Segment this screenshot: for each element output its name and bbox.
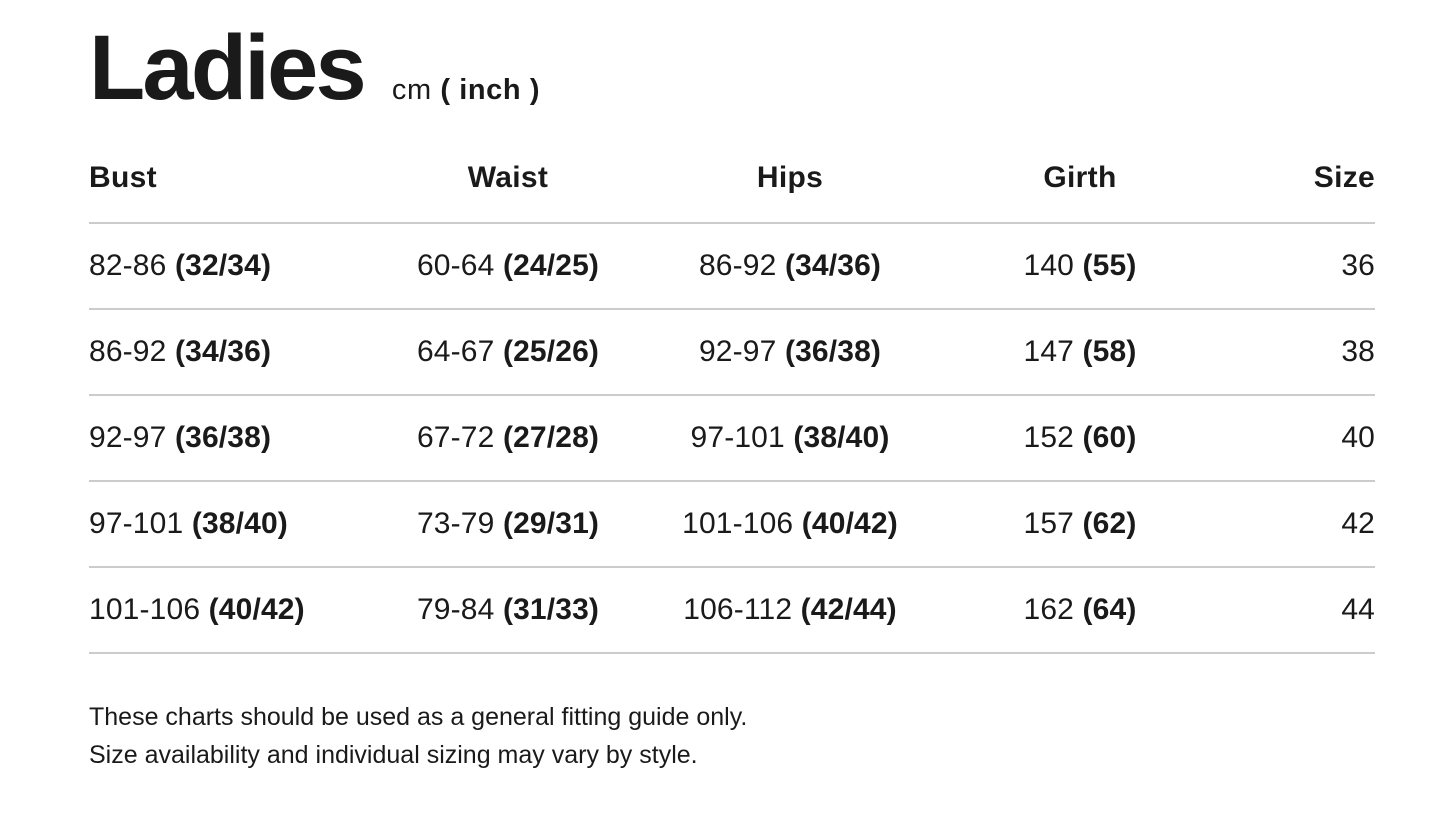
column-header-hips: Hips [647, 160, 933, 224]
page-title: Ladies [89, 17, 367, 119]
note-line-1: These charts should be used as a general… [89, 702, 748, 731]
table-row: 101-106 (40/42) 79-84 (31/33) 106-112 (4… [89, 566, 1375, 654]
hips-inch-value: (40/42) [801, 506, 898, 540]
bust-inch-value: (38/40) [191, 506, 288, 540]
cell-bust: 97-101 (38/40) [89, 480, 369, 568]
size-chart-page: Ladies cm ( inch ) Bust Waist Hips Girth… [89, 20, 1375, 774]
column-header-size: Size [1227, 160, 1375, 224]
hips-inch-value: (38/40) [793, 420, 890, 454]
size-table-body: 82-86 (32/34) 60-64 (24/25) 86-92 (34/36… [89, 222, 1375, 654]
cell-bust: 92-97 (36/38) [89, 394, 369, 482]
table-row: 82-86 (32/34) 60-64 (24/25) 86-92 (34/36… [89, 222, 1375, 310]
bust-cm-value: 92-97 [89, 420, 167, 454]
hips-cm-value: 101-106 [682, 506, 794, 540]
cell-size: 42 [1227, 480, 1375, 568]
waist-inch-value: (27/28) [502, 420, 600, 454]
header-row: Bust Waist Hips Girth Size [89, 160, 1375, 224]
cell-waist: 64-67 (25/26) [369, 308, 647, 396]
table-row: 86-92 (34/36) 64-67 (25/26) 92-97 (36/38… [89, 308, 1375, 396]
hips-inch-value: (36/38) [784, 334, 882, 368]
cell-waist: 79-84 (31/33) [369, 566, 647, 654]
cell-bust: 101-106 (40/42) [89, 566, 369, 654]
unit-label: cm ( inch ) [392, 74, 540, 107]
girth-inch-value: (64) [1082, 592, 1137, 626]
fitting-guide-note: These charts should be used as a general… [89, 698, 1375, 774]
cell-size: 38 [1227, 308, 1375, 396]
cell-hips: 86-92 (34/36) [647, 222, 933, 310]
hips-cm-value: 97-101 [690, 420, 785, 454]
bust-inch-value: (40/42) [208, 592, 305, 626]
waist-cm-value: 64-67 [416, 334, 495, 368]
girth-inch-value: (60) [1082, 420, 1137, 454]
bust-inch-value: (32/34) [174, 248, 272, 282]
bust-cm-value: 82-86 [89, 248, 167, 282]
size-table-header: Bust Waist Hips Girth Size [89, 160, 1375, 224]
hips-cm-value: 86-92 [698, 248, 777, 282]
hips-cm-value: 92-97 [698, 334, 777, 368]
waist-cm-value: 60-64 [416, 248, 495, 282]
cell-girth: 152 (60) [933, 394, 1227, 482]
column-header-waist: Waist [369, 160, 647, 224]
waist-inch-value: (31/33) [502, 592, 600, 626]
title-row: Ladies cm ( inch ) [89, 20, 1375, 117]
waist-cm-value: 79-84 [416, 592, 495, 626]
cell-size: 40 [1227, 394, 1375, 482]
cell-size: 36 [1227, 222, 1375, 310]
cell-girth: 147 (58) [933, 308, 1227, 396]
girth-cm-value: 152 [1023, 420, 1075, 454]
unit-inch: ( inch ) [440, 74, 541, 106]
cell-waist: 60-64 (24/25) [369, 222, 647, 310]
cell-girth: 140 (55) [933, 222, 1227, 310]
table-row: 97-101 (38/40) 73-79 (29/31) 101-106 (40… [89, 480, 1375, 568]
girth-inch-value: (58) [1082, 334, 1137, 368]
hips-inch-value: (42/44) [800, 592, 897, 626]
waist-inch-value: (25/26) [502, 334, 600, 368]
girth-inch-value: (55) [1082, 248, 1137, 282]
bust-inch-value: (36/38) [174, 420, 272, 454]
cell-waist: 67-72 (27/28) [369, 394, 647, 482]
waist-cm-value: 67-72 [416, 420, 495, 454]
waist-inch-value: (29/31) [502, 506, 600, 540]
waist-inch-value: (24/25) [502, 248, 600, 282]
cell-hips: 92-97 (36/38) [647, 308, 933, 396]
cell-girth: 162 (64) [933, 566, 1227, 654]
hips-cm-value: 106-112 [683, 592, 793, 626]
girth-cm-value: 140 [1023, 248, 1075, 282]
girth-cm-value: 157 [1023, 506, 1075, 540]
cell-girth: 157 (62) [933, 480, 1227, 568]
cell-size: 44 [1227, 566, 1375, 654]
column-header-girth: Girth [933, 160, 1227, 224]
cell-hips: 106-112 (42/44) [647, 566, 933, 654]
table-row: 92-97 (36/38) 67-72 (27/28) 97-101 (38/4… [89, 394, 1375, 482]
girth-inch-value: (62) [1082, 506, 1137, 540]
cell-bust: 82-86 (32/34) [89, 222, 369, 310]
girth-cm-value: 147 [1023, 334, 1075, 368]
unit-cm: cm [391, 74, 432, 106]
waist-cm-value: 73-79 [416, 506, 495, 540]
note-line-2: Size availability and individual sizing … [89, 740, 698, 769]
cell-hips: 97-101 (38/40) [647, 394, 933, 482]
bust-cm-value: 86-92 [89, 334, 167, 368]
hips-inch-value: (34/36) [784, 248, 882, 282]
cell-hips: 101-106 (40/42) [647, 480, 933, 568]
bust-inch-value: (34/36) [174, 334, 272, 368]
column-header-bust: Bust [89, 160, 369, 224]
girth-cm-value: 162 [1023, 592, 1075, 626]
cell-waist: 73-79 (29/31) [369, 480, 647, 568]
bust-cm-value: 101-106 [89, 592, 201, 626]
cell-bust: 86-92 (34/36) [89, 308, 369, 396]
size-table: Bust Waist Hips Girth Size 82-86 (32/34)… [89, 160, 1375, 654]
bust-cm-value: 97-101 [89, 506, 184, 540]
